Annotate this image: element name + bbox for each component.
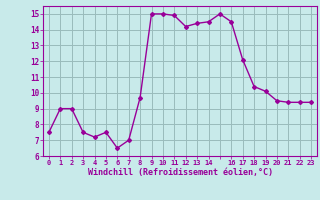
X-axis label: Windchill (Refroidissement éolien,°C): Windchill (Refroidissement éolien,°C) — [87, 168, 273, 177]
